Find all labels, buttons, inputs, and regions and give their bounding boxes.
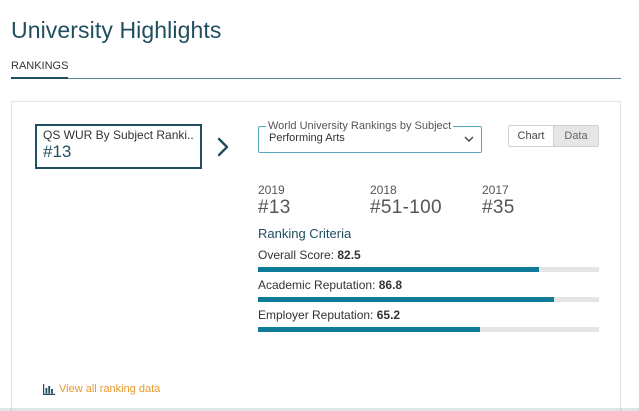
year-rank-2017: 2017 #35: [482, 183, 515, 219]
criterion-value: 82.5: [337, 248, 361, 262]
year-rank-2019: 2019 #13: [258, 183, 291, 219]
subject-select[interactable]: World University Rankings by Subject Per…: [258, 119, 482, 153]
page-title: University Highlights: [11, 17, 222, 43]
subject-select-label: World University Rankings by Subject: [266, 119, 454, 133]
qs-ranking-title: QS WUR By Subject Ranki...: [43, 128, 194, 142]
criterion-label: Employer Reputation:: [258, 308, 374, 322]
criterion-label: Academic Reputation:: [258, 278, 376, 292]
view-all-ranking-data-label: View all ranking data: [59, 383, 161, 395]
score-bar-track: [258, 327, 599, 332]
qs-ranking-box[interactable]: QS WUR By Subject Ranki... #13: [35, 124, 202, 169]
score-bar-fill: [258, 297, 554, 302]
year-rank-2018: 2018 #51-100: [370, 183, 442, 219]
criterion-overall-score: Overall Score: 82.5: [258, 248, 599, 272]
year-rank-value: #51-100: [370, 197, 442, 218]
year-label: 2019: [258, 183, 285, 197]
card-bottom-border: [0, 408, 639, 411]
year-rank-value: #13: [258, 197, 291, 218]
view-toggle: Chart Data: [508, 125, 599, 147]
criterion-academic-reputation: Academic Reputation: 86.8: [258, 278, 599, 302]
criterion-employer-reputation: Employer Reputation: 65.2: [258, 308, 599, 332]
tab-rankings[interactable]: RANKINGS: [11, 60, 69, 79]
year-label: 2017: [482, 183, 509, 197]
year-rank-value: #35: [482, 197, 515, 218]
chart-view-button[interactable]: Chart: [509, 126, 553, 146]
tab-bar: RANKINGS: [11, 60, 621, 79]
data-view-button[interactable]: Data: [553, 126, 598, 146]
subject-select-value: Performing Arts: [269, 132, 345, 144]
ranking-criteria-title: Ranking Criteria: [258, 226, 352, 241]
score-bar-fill: [258, 327, 481, 332]
view-all-ranking-data-link[interactable]: View all ranking data: [43, 383, 160, 395]
criterion-value: 65.2: [376, 308, 401, 322]
bar-chart-icon: [43, 383, 55, 395]
year-label: 2018: [370, 183, 397, 197]
score-bar-track: [258, 267, 599, 272]
score-bar-track: [258, 297, 599, 302]
chevron-right-icon[interactable]: [216, 136, 230, 158]
qs-ranking-value: #13: [43, 142, 72, 161]
criterion-value: 86.8: [378, 278, 403, 292]
score-bar-fill: [258, 267, 540, 272]
chevron-down-icon: [464, 136, 474, 142]
criterion-label: Overall Score:: [258, 248, 335, 262]
